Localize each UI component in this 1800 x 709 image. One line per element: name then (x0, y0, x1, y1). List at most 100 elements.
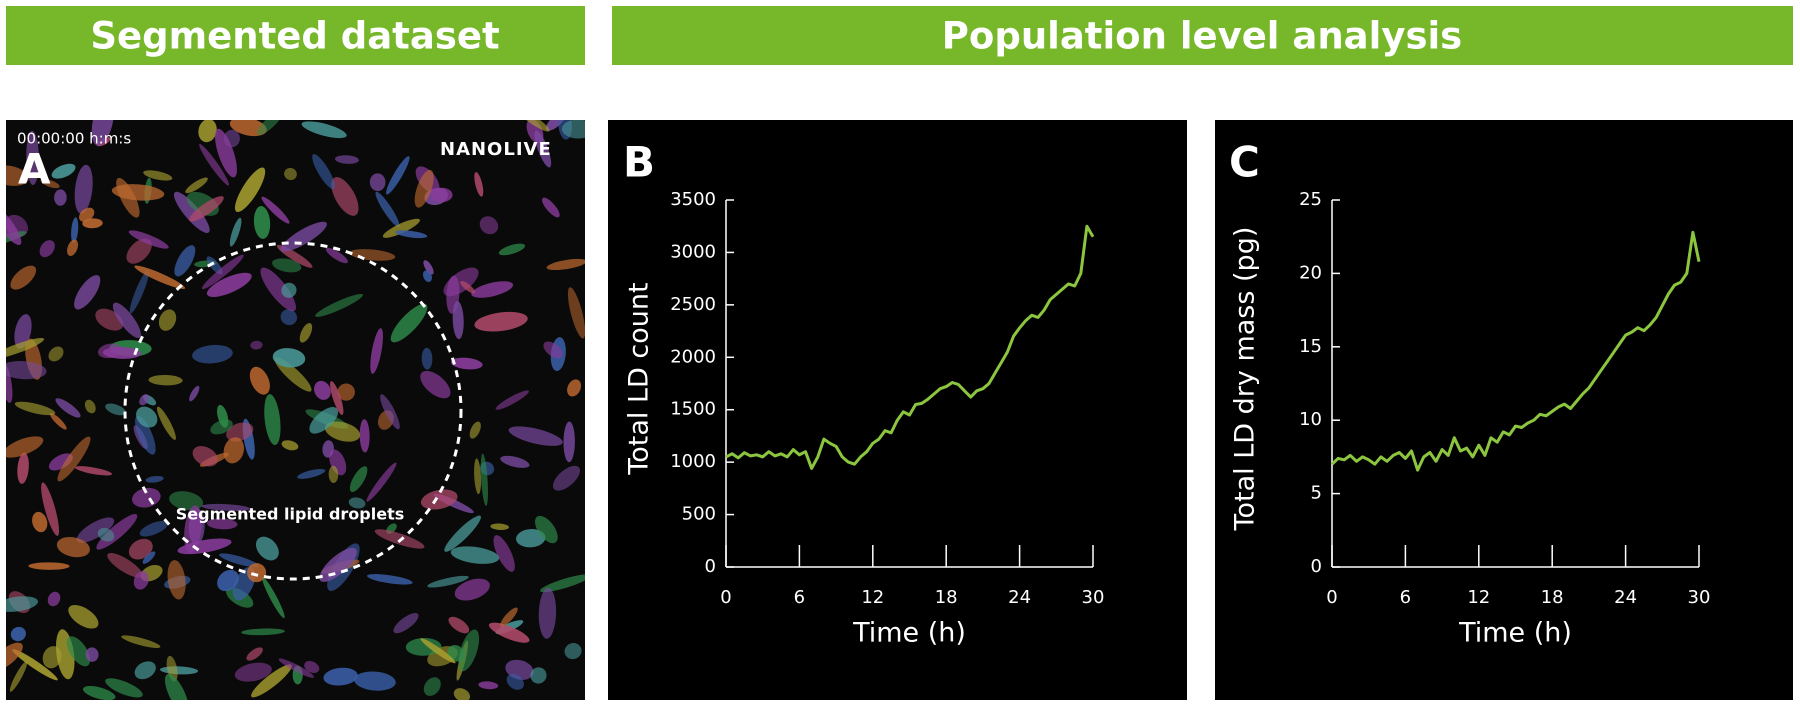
cell (334, 155, 359, 164)
cell (10, 265, 37, 290)
cell (105, 678, 143, 698)
cell (74, 164, 93, 214)
cell (47, 591, 61, 607)
cell (567, 287, 585, 339)
cell (241, 628, 285, 636)
cell (516, 529, 546, 548)
cell (414, 169, 434, 208)
y-tick-label: 5 (1311, 483, 1322, 504)
cell (55, 398, 81, 418)
y-tick-label: 500 (682, 504, 716, 525)
cell (386, 156, 410, 195)
cell (423, 260, 434, 275)
y-tick-label: 0 (1311, 556, 1322, 577)
x-tick-label: 0 (1326, 587, 1337, 608)
cell (48, 453, 73, 471)
cell (199, 143, 230, 186)
cell (423, 677, 441, 696)
cell (530, 667, 547, 684)
cell (493, 535, 515, 572)
chart-background (608, 120, 1187, 700)
y-tick-label: 1500 (670, 399, 716, 420)
cell (552, 465, 581, 491)
cell (257, 120, 283, 136)
brand: NANOLIVE (440, 139, 552, 160)
cell (6, 359, 13, 403)
cell (452, 301, 464, 340)
cell (210, 419, 233, 435)
cell (430, 187, 453, 203)
cell (79, 207, 95, 222)
cell (349, 466, 368, 493)
cells (6, 120, 585, 700)
cell (561, 120, 585, 139)
cell (471, 281, 514, 298)
cell (82, 686, 116, 700)
cell (563, 421, 575, 463)
cell (28, 562, 70, 570)
cell (420, 370, 451, 399)
cell (215, 128, 237, 178)
cell (145, 475, 164, 483)
cell (219, 553, 259, 567)
cell (478, 681, 499, 690)
cell (427, 575, 469, 588)
cell (370, 328, 383, 374)
cell (192, 446, 218, 467)
cell (534, 130, 552, 168)
cell (488, 622, 530, 643)
x-tick-label: 12 (1467, 587, 1490, 608)
cell (74, 275, 101, 310)
cell (314, 380, 331, 400)
cell (405, 637, 442, 656)
cell (76, 517, 115, 543)
cell (284, 167, 297, 181)
x-tick-label: 6 (1400, 587, 1411, 608)
cell (323, 667, 358, 686)
cell (71, 217, 79, 244)
cell (202, 254, 244, 290)
cell (67, 239, 79, 256)
cell (143, 170, 173, 181)
cell (134, 661, 156, 680)
cell (354, 671, 396, 691)
cell (6, 642, 23, 672)
cell (500, 455, 530, 468)
cell (309, 407, 339, 434)
cell (54, 189, 67, 206)
cell (111, 184, 165, 201)
timestamp: 00:00:00 h:m:s (17, 130, 131, 148)
cell (206, 272, 252, 297)
cell (250, 340, 263, 350)
cell (498, 243, 526, 256)
cell (255, 536, 279, 561)
cell (158, 309, 177, 331)
cell (469, 421, 481, 439)
cell (66, 636, 91, 667)
cell (330, 381, 344, 415)
cell (32, 511, 48, 533)
cell (206, 256, 223, 275)
y-tick-label: 10 (1299, 409, 1322, 430)
cell (6, 337, 45, 359)
cell (217, 569, 239, 592)
x-tick-label: 24 (1614, 587, 1637, 608)
chart-background (1215, 120, 1793, 700)
y-tick-label: 3500 (670, 189, 716, 210)
cell (51, 163, 76, 179)
cell (133, 571, 149, 590)
x-tick-label: 30 (1688, 587, 1711, 608)
cell (567, 379, 582, 397)
cell (121, 635, 161, 648)
cell (479, 216, 499, 235)
y-axis-label: Total LD count (624, 282, 655, 475)
cell (543, 341, 563, 359)
cell (128, 230, 169, 249)
annotation: Segmented lipid droplets (176, 505, 405, 524)
cell (261, 196, 290, 224)
header-bar (6, 6, 585, 65)
y-tick-label: 2500 (670, 294, 716, 315)
cell (272, 348, 306, 368)
